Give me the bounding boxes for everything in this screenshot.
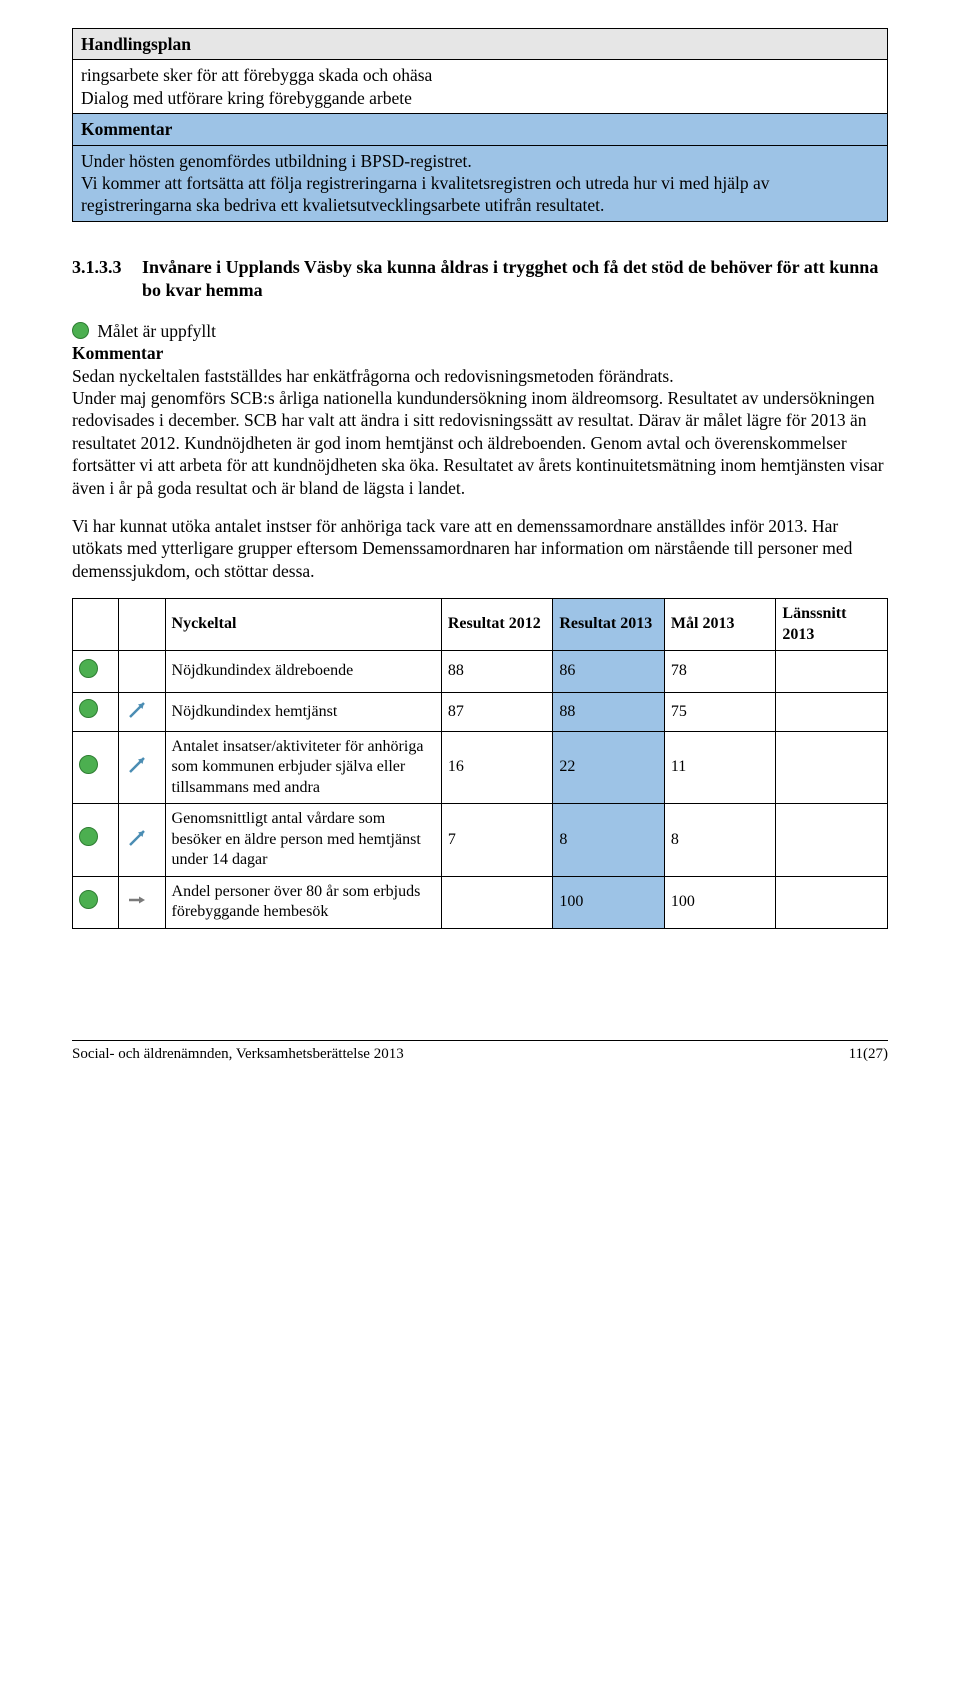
footer-rule bbox=[72, 1040, 888, 1041]
status-dot-icon bbox=[72, 322, 89, 339]
county-avg-2013 bbox=[776, 804, 888, 876]
result-2012: 7 bbox=[441, 804, 553, 876]
result-2012: 87 bbox=[441, 692, 553, 731]
section-heading: 3.1.3.3 Invånare i Upplands Väsby ska ku… bbox=[72, 256, 888, 302]
result-2012 bbox=[441, 876, 553, 928]
indicator-name: Nöjdkundindex äldreboende bbox=[165, 651, 441, 692]
plan-body-line1: ringsarbete sker för att förebygga skada… bbox=[81, 64, 879, 86]
trend-up-icon bbox=[125, 753, 149, 777]
trend-up-icon bbox=[125, 826, 149, 850]
status-cell bbox=[73, 804, 119, 876]
status-dot-icon bbox=[79, 827, 98, 846]
plan-comment-header: Kommentar bbox=[73, 114, 887, 145]
result-2013: 22 bbox=[553, 731, 665, 803]
indicator-name: Andel personer över 80 år som erbjuds fö… bbox=[165, 876, 441, 928]
trend-cell bbox=[118, 731, 165, 803]
result-2013: 88 bbox=[553, 692, 665, 731]
goal-2013: 100 bbox=[664, 876, 776, 928]
indicator-name: Antalet insatser/aktiviteter för anhörig… bbox=[165, 731, 441, 803]
th-name: Nyckeltal bbox=[165, 599, 441, 651]
goal-2013: 8 bbox=[664, 804, 776, 876]
plan-header: Handlingsplan bbox=[73, 29, 887, 60]
goal-status-text: Målet är uppfyllt bbox=[97, 321, 216, 341]
trend-cell bbox=[118, 692, 165, 731]
status-cell bbox=[73, 651, 119, 692]
goal-2013: 75 bbox=[664, 692, 776, 731]
section-number: 3.1.3.3 bbox=[72, 256, 142, 302]
trend-none-icon bbox=[125, 656, 149, 680]
status-cell bbox=[73, 692, 119, 731]
table-row: Andel personer över 80 år som erbjuds fö… bbox=[73, 876, 888, 928]
commentary-p2: Under maj genomförs SCB:s årliga natione… bbox=[72, 387, 888, 499]
county-avg-2013 bbox=[776, 692, 888, 731]
trend-flat-icon bbox=[125, 888, 149, 912]
indicators-table: Nyckeltal Resultat 2012 Resultat 2013 Må… bbox=[72, 598, 888, 929]
county-avg-2013 bbox=[776, 731, 888, 803]
footer-right: 11(27) bbox=[849, 1045, 888, 1064]
indicator-name: Genomsnittligt antal vårdare som besöker… bbox=[165, 804, 441, 876]
table-row: Genomsnittligt antal vårdare som besöker… bbox=[73, 804, 888, 876]
goal-2013: 78 bbox=[664, 651, 776, 692]
county-avg-2013 bbox=[776, 651, 888, 692]
plan-body: ringsarbete sker för att förebygga skada… bbox=[73, 60, 887, 114]
th-status bbox=[73, 599, 119, 651]
result-2012: 16 bbox=[441, 731, 553, 803]
kommentar-label: Kommentar bbox=[72, 342, 888, 364]
commentary-p3: Vi har kunnat utöka antalet instser för … bbox=[72, 515, 888, 582]
status-cell bbox=[73, 731, 119, 803]
result-2013: 86 bbox=[553, 651, 665, 692]
plan-comment-body: Under hösten genomfördes utbildning i BP… bbox=[73, 146, 887, 221]
table-row: Nöjdkundindex äldreboende888678 bbox=[73, 651, 888, 692]
trend-cell bbox=[118, 804, 165, 876]
trend-up-icon bbox=[125, 698, 149, 722]
county-avg-2013 bbox=[776, 876, 888, 928]
result-2012: 88 bbox=[441, 651, 553, 692]
goal-status-line: Målet är uppfyllt bbox=[72, 320, 888, 342]
status-dot-icon bbox=[79, 890, 98, 909]
page-footer: Social- och äldrenämnden, Verksamhetsber… bbox=[72, 1045, 888, 1064]
status-dot-icon bbox=[79, 755, 98, 774]
th-goal: Mål 2013 bbox=[664, 599, 776, 651]
status-cell bbox=[73, 876, 119, 928]
th-r2012: Resultat 2012 bbox=[441, 599, 553, 651]
footer-left: Social- och äldrenämnden, Verksamhetsber… bbox=[72, 1045, 404, 1064]
indicator-name: Nöjdkundindex hemtjänst bbox=[165, 692, 441, 731]
th-trend bbox=[118, 599, 165, 651]
section-title: Invånare i Upplands Väsby ska kunna åldr… bbox=[142, 256, 888, 302]
table-row: Antalet insatser/aktiviteter för anhörig… bbox=[73, 731, 888, 803]
trend-cell bbox=[118, 651, 165, 692]
plan-body-line2: Dialog med utförare kring förebyggande a… bbox=[81, 87, 879, 109]
status-dot-icon bbox=[79, 659, 98, 678]
plan-box: Handlingsplan ringsarbete sker för att f… bbox=[72, 28, 888, 222]
table-header-row: Nyckeltal Resultat 2012 Resultat 2013 Må… bbox=[73, 599, 888, 651]
result-2013: 100 bbox=[553, 876, 665, 928]
table-row: Nöjdkundindex hemtjänst878875 bbox=[73, 692, 888, 731]
trend-cell bbox=[118, 876, 165, 928]
th-county: Länssnitt 2013 bbox=[776, 599, 888, 651]
th-r2013: Resultat 2013 bbox=[553, 599, 665, 651]
status-dot-icon bbox=[79, 699, 98, 718]
result-2013: 8 bbox=[553, 804, 665, 876]
commentary-p1: Sedan nyckeltalen fastställdes har enkät… bbox=[72, 365, 888, 387]
goal-2013: 11 bbox=[664, 731, 776, 803]
